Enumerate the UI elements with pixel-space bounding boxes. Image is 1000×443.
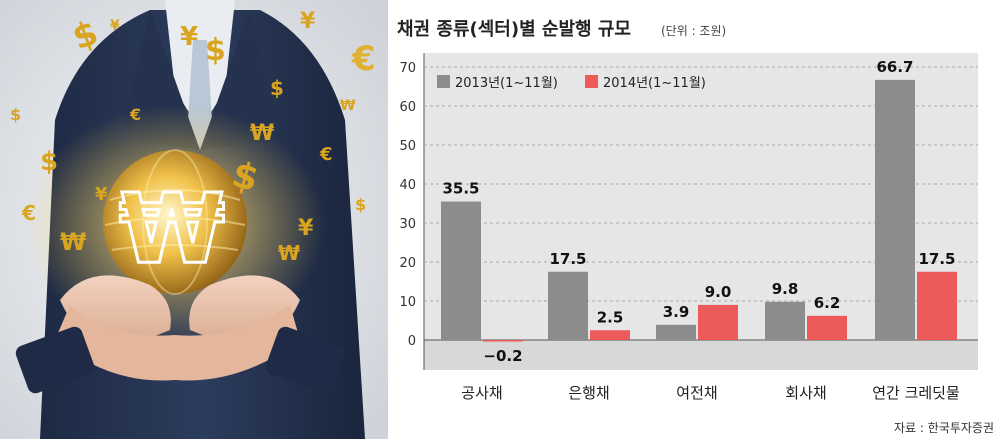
bar-value-label: 17.5 [549,250,586,268]
y-tick-label: 70 [399,61,416,76]
illustration-photo: ₩ $ ¥ $ € ¥ $ ₩ € $ ¥ ₩ $ € [0,0,388,439]
y-tick-label: 40 [399,178,416,193]
legend-label-2013: 2013년(1~11월) [455,76,558,91]
svg-text:₩: ₩ [340,98,356,114]
source-note: 자료 : 한국투자증권 [894,421,994,435]
legend: 2013년(1~11월) 2014년(1~11월) [437,75,706,91]
svg-text:€: € [319,144,333,165]
bar-value-label: 9.8 [772,280,799,298]
category-label: 은행채 [568,384,609,402]
svg-text:$: $ [40,147,58,177]
svg-text:$: $ [205,33,226,68]
svg-text:₩: ₩ [250,121,274,146]
category-label: 연간 크레딧물 [872,384,960,402]
category-label: 회사채 [785,384,826,402]
chart-title: 채권 종류(섹터)별 순발행 규모 [397,19,631,40]
bar-value-labels: 35.5 −0.2 17.5 2.5 3.9 9.0 9.8 6.2 66.7 17.5 [442,58,955,365]
legend-label-2014: 2014년(1~11월) [603,76,706,91]
svg-text:€: € [129,105,141,124]
currency-symbols-decoration: $ ¥ $ € ¥ $ ₩ € $ ¥ ₩ $ € ₩ ¥ $ € $ ¥ ₩ [10,9,376,265]
y-axis-ticks: 0 10 20 30 40 50 60 70 [399,61,416,349]
won-sign-icon: ₩ [119,173,225,285]
bar-2013 [441,201,481,340]
svg-text:¥: ¥ [180,22,198,52]
chart-panel: 채권 종류(섹터)별 순발행 규모 (단위 : 조원) 0 10 20 30 40 50 6… [388,0,1000,439]
bar-2013 [548,271,588,340]
y-tick-label: 50 [399,139,416,154]
category-labels: 공사채 은행채 여전채 회사채 연간 크레딧물 [461,384,959,402]
category-label: 공사채 [461,384,502,402]
bar-2013 [875,79,915,341]
svg-text:₩: ₩ [60,228,87,256]
bar-value-label: 66.7 [876,58,913,76]
bar-2014 [483,340,523,342]
businessman-holding-globe-illustration: ₩ $ ¥ $ € ¥ $ ₩ € $ ¥ ₩ $ € [0,0,388,439]
svg-text:¥: ¥ [298,216,314,241]
category-label: 여전채 [676,384,717,402]
gridlines [424,66,978,302]
bar-value-label: 9.0 [705,283,732,301]
bar-value-label: 17.5 [918,250,955,268]
bar-2014 [590,330,630,340]
bar-2013 [656,324,696,340]
svg-text:¥: ¥ [95,184,108,205]
y-tick-label: 20 [399,256,416,271]
y-tick-label: 30 [399,217,416,232]
svg-text:¥: ¥ [110,18,120,34]
svg-text:€: € [21,201,36,225]
bar-2014 [917,271,957,340]
svg-text:$: $ [10,105,21,124]
bar-value-label: 6.2 [814,294,841,312]
bar-value-label: 35.5 [442,180,479,198]
svg-text:$: $ [355,195,366,214]
bar-2014 [807,315,847,340]
svg-text:¥: ¥ [300,9,316,34]
negative-band [424,340,978,370]
bar-value-label: 3.9 [663,303,690,321]
bond-issuance-chart: 채권 종류(섹터)별 순발행 규모 (단위 : 조원) 0 10 20 30 40 50 6… [397,19,994,435]
y-tick-label: 0 [408,334,416,349]
unit-label: (단위 : 조원) [661,24,726,38]
bar-value-label: 2.5 [597,308,624,326]
bar-2014 [698,304,738,340]
bar-2013 [765,301,805,340]
svg-text:₩: ₩ [278,241,300,265]
bar-value-label: −0.2 [483,347,522,365]
y-tick-label: 10 [399,295,416,310]
legend-swatch-2013 [437,75,450,88]
bars [441,79,957,342]
legend-swatch-2014 [585,75,598,88]
svg-text:$: $ [270,76,284,100]
svg-text:€: € [351,39,376,79]
y-tick-label: 60 [399,100,416,115]
